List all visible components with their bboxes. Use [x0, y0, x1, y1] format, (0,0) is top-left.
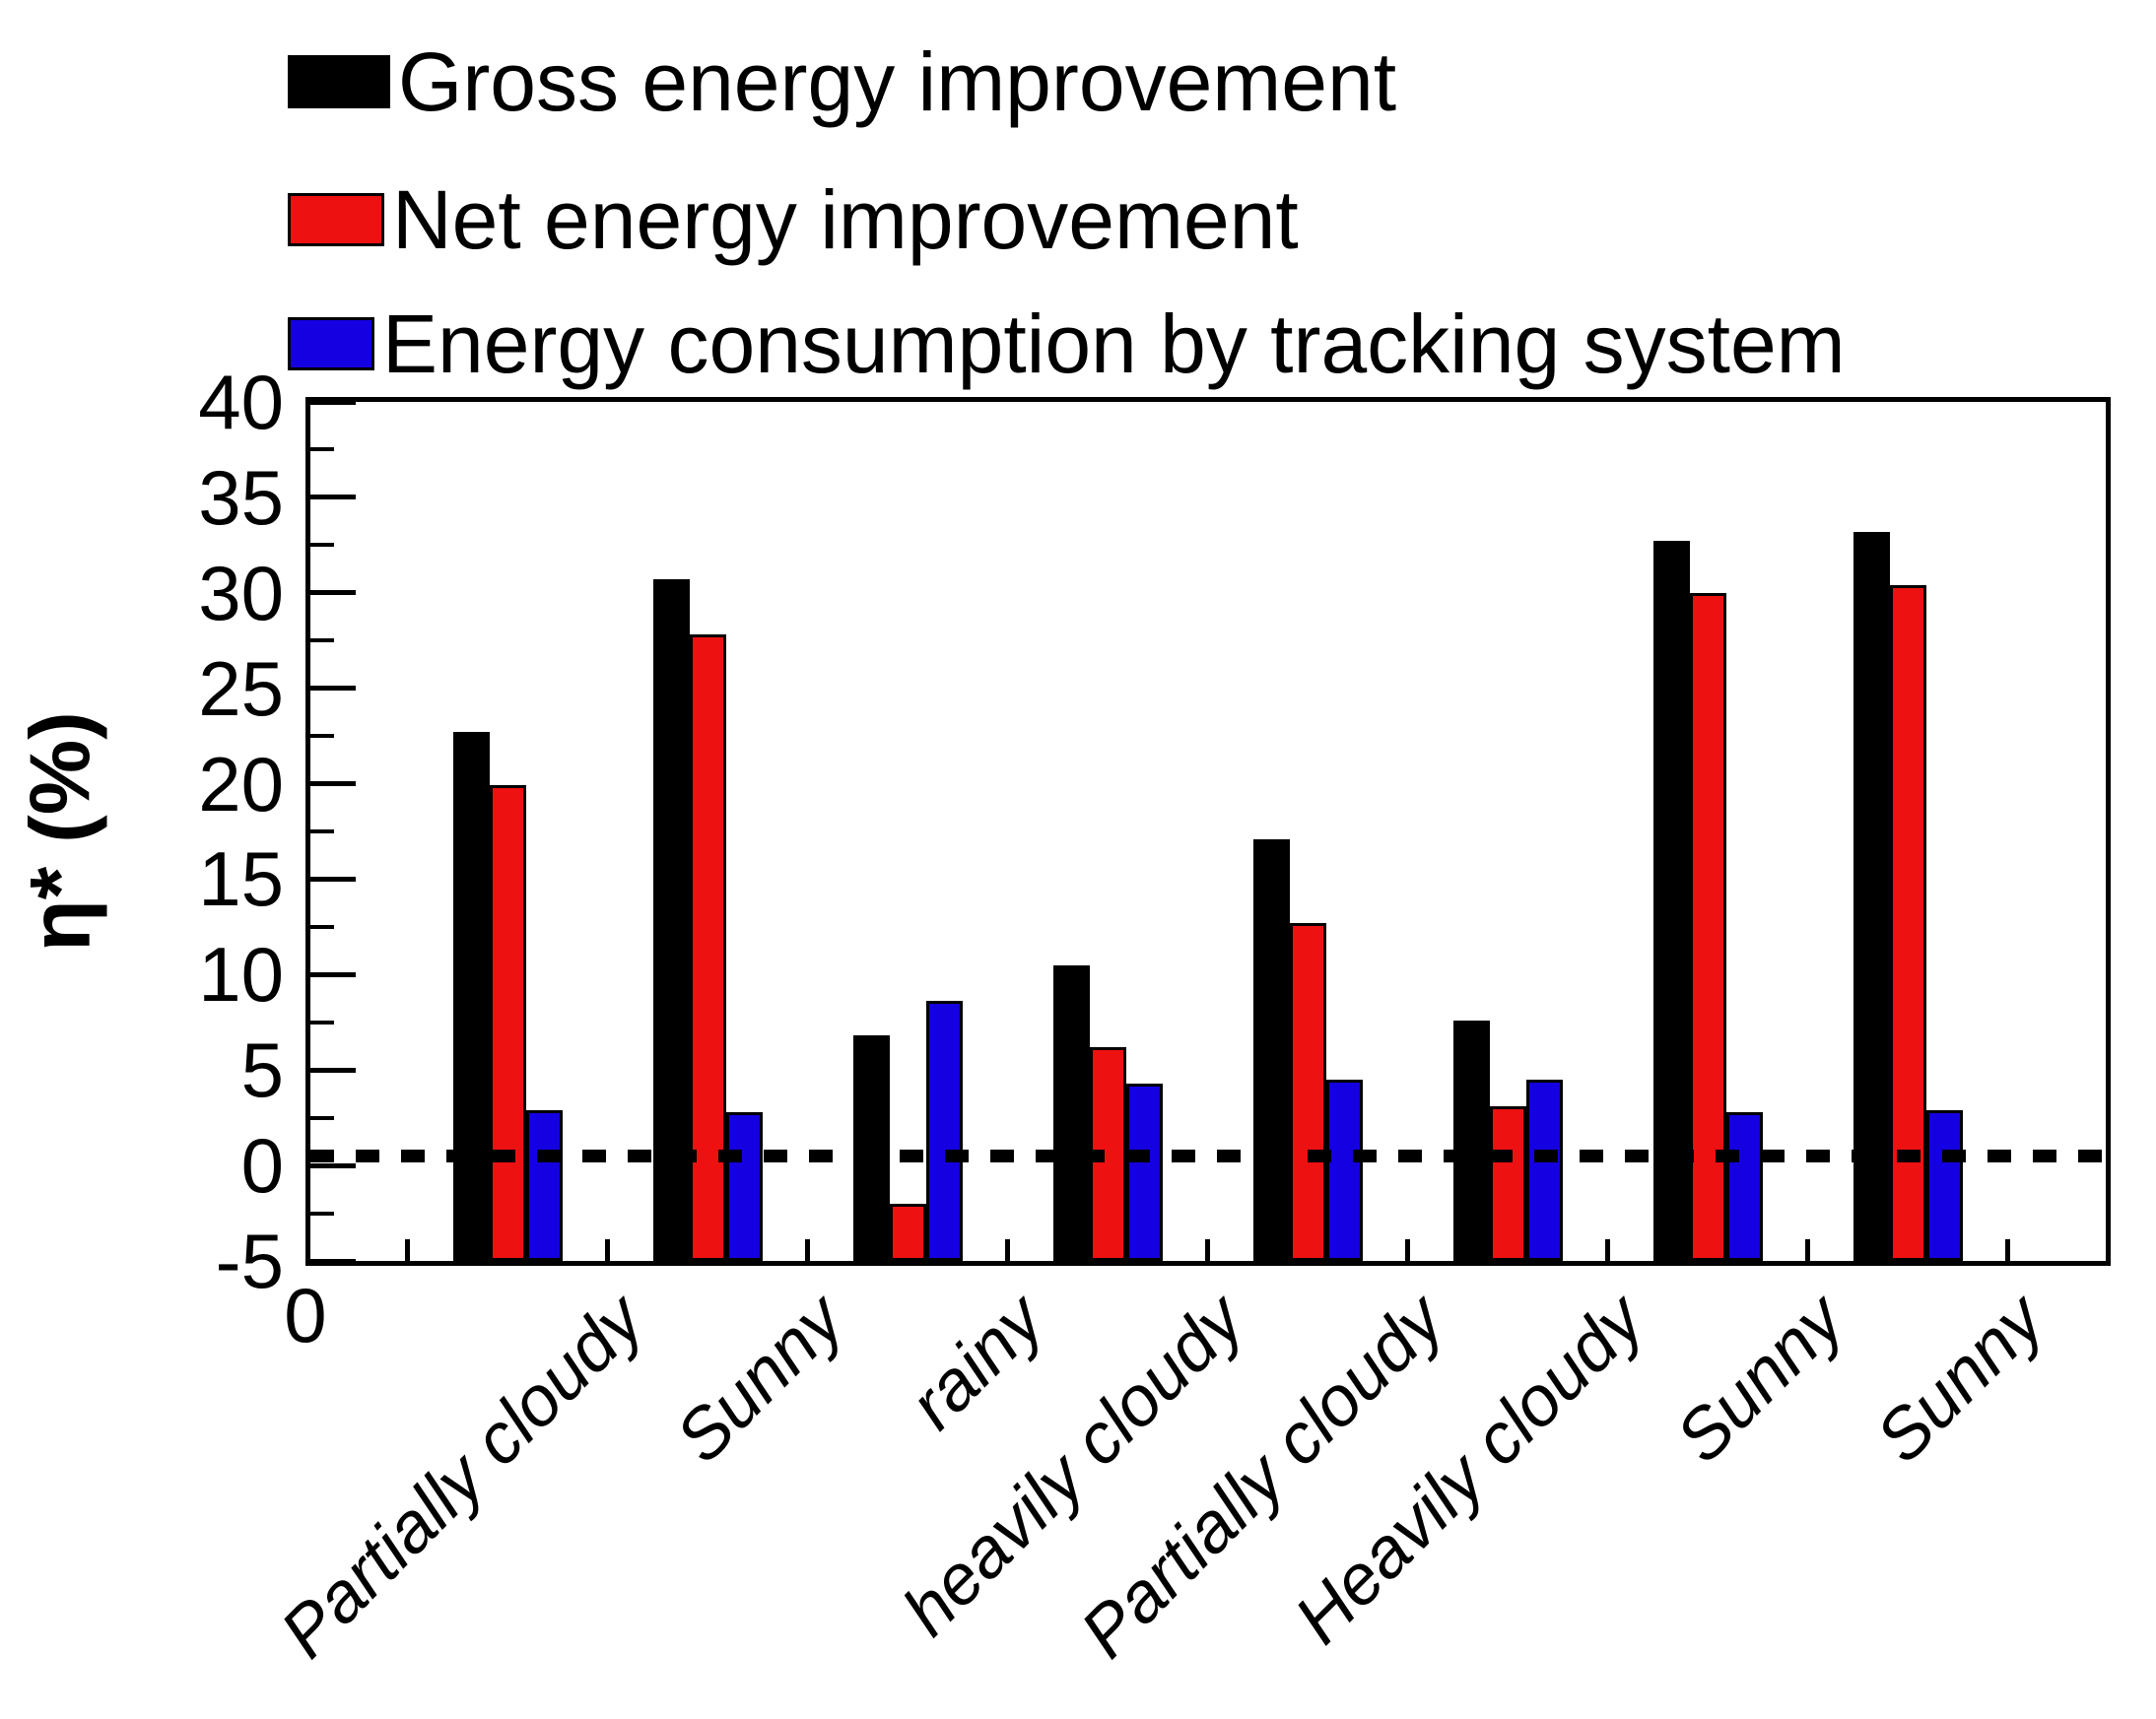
legend-swatch-tracking-icon [288, 317, 374, 370]
x-category-label-5: Heavily cloudy [1279, 1280, 1659, 1659]
bar-gross-5 [1452, 1020, 1490, 1261]
x-tick-4 [1205, 1239, 1210, 1261]
legend-item-gross: Gross energy improvement [288, 40, 1396, 123]
plot-area [305, 397, 2111, 1266]
y-tick-label-5: 5 [240, 1026, 284, 1114]
bar-gross-4 [1252, 838, 1290, 1261]
y-major-tick-10 [310, 971, 356, 977]
y-minor-tick-17.5 [310, 829, 334, 833]
bar-tracking-4 [1325, 1079, 1363, 1261]
y-minor-tick-32.5 [310, 543, 334, 548]
x-tick-6 [1605, 1239, 1610, 1261]
bar-tracking-5 [1525, 1079, 1563, 1261]
x-tick-1 [605, 1239, 610, 1261]
x-category-label-1: Sunny [660, 1280, 859, 1479]
legend-item-tracking: Energy consumption by tracking system [288, 302, 1846, 385]
x-tick-2 [805, 1239, 810, 1261]
y-tick-label-40: 40 [198, 359, 284, 445]
bar-tracking-2 [925, 1001, 963, 1261]
bar-net-0 [489, 785, 526, 1261]
legend-label-net: Net energy improvement [392, 173, 1299, 266]
legend-swatch-net-icon [288, 193, 384, 246]
legend-swatch-gross-icon [288, 55, 390, 108]
legend-label-tracking: Energy consumption by tracking system [382, 298, 1846, 390]
y-minor-tick-22.5 [310, 734, 334, 739]
bar-tracking-6 [1725, 1111, 1763, 1261]
y-major-tick-25 [310, 686, 356, 692]
y-major-tick-35 [310, 495, 356, 500]
bar-net-7 [1889, 585, 1926, 1261]
bar-net-5 [1489, 1106, 1526, 1261]
bar-net-4 [1289, 923, 1326, 1261]
y-tick-label-20: 20 [198, 740, 284, 827]
x-tick-7 [1805, 1239, 1810, 1261]
y-minor-tick-37.5 [310, 447, 334, 452]
y-minor-tick-7.5 [310, 1020, 334, 1025]
y-minor-tick--2.5 [310, 1211, 334, 1216]
y-major-tick-0 [310, 1162, 356, 1168]
x-axis-origin-label: 0 [284, 1272, 327, 1358]
x-category-label-4: Partially cloudy [1065, 1280, 1459, 1674]
y-major-tick-15 [310, 876, 356, 882]
zero-reference-line [310, 1149, 2106, 1162]
bar-gross-2 [852, 1035, 890, 1261]
bar-gross-1 [652, 579, 690, 1261]
x-category-label-6: Sunny [1660, 1280, 1859, 1479]
bar-gross-0 [452, 732, 490, 1261]
y-tick-label-15: 15 [198, 835, 284, 923]
y-tick-label-25: 25 [198, 644, 284, 732]
y-tick-label-35: 35 [198, 453, 284, 541]
y-minor-tick-2.5 [310, 1115, 334, 1120]
y-major-tick--5 [310, 1258, 356, 1264]
y-tick-label--5: -5 [215, 1218, 284, 1304]
bar-gross-7 [1853, 531, 1890, 1261]
y-major-tick-5 [310, 1067, 356, 1073]
x-tick-3 [1005, 1239, 1010, 1261]
bar-tracking-0 [525, 1109, 563, 1261]
y-major-tick-40 [310, 399, 356, 405]
bar-tracking-7 [1925, 1109, 1963, 1261]
bar-gross-6 [1652, 541, 1690, 1261]
y-major-tick-20 [310, 781, 356, 787]
legend-item-net: Net energy improvement [288, 178, 1299, 261]
bar-gross-3 [1052, 964, 1090, 1261]
x-category-label-2: rainy [894, 1280, 1059, 1445]
plot-inner [310, 399, 2106, 1264]
legend-label-gross: Gross energy improvement [398, 35, 1397, 128]
y-major-tick-30 [310, 590, 356, 596]
bar-tracking-1 [725, 1111, 763, 1261]
y-minor-tick-27.5 [310, 638, 334, 643]
y-tick-label-30: 30 [198, 549, 284, 636]
x-tick-0 [405, 1239, 410, 1261]
y-minor-tick-12.5 [310, 924, 334, 929]
x-tick-5 [1405, 1239, 1410, 1261]
bar-net-1 [689, 634, 726, 1261]
x-tick-8 [2005, 1239, 2010, 1261]
y-tick-label-0: 0 [240, 1122, 284, 1210]
y-tick-label-10: 10 [198, 931, 284, 1019]
bar-tracking-3 [1125, 1083, 1163, 1261]
bar-net-2 [889, 1203, 926, 1261]
x-category-label-7: Sunny [1860, 1280, 2059, 1479]
